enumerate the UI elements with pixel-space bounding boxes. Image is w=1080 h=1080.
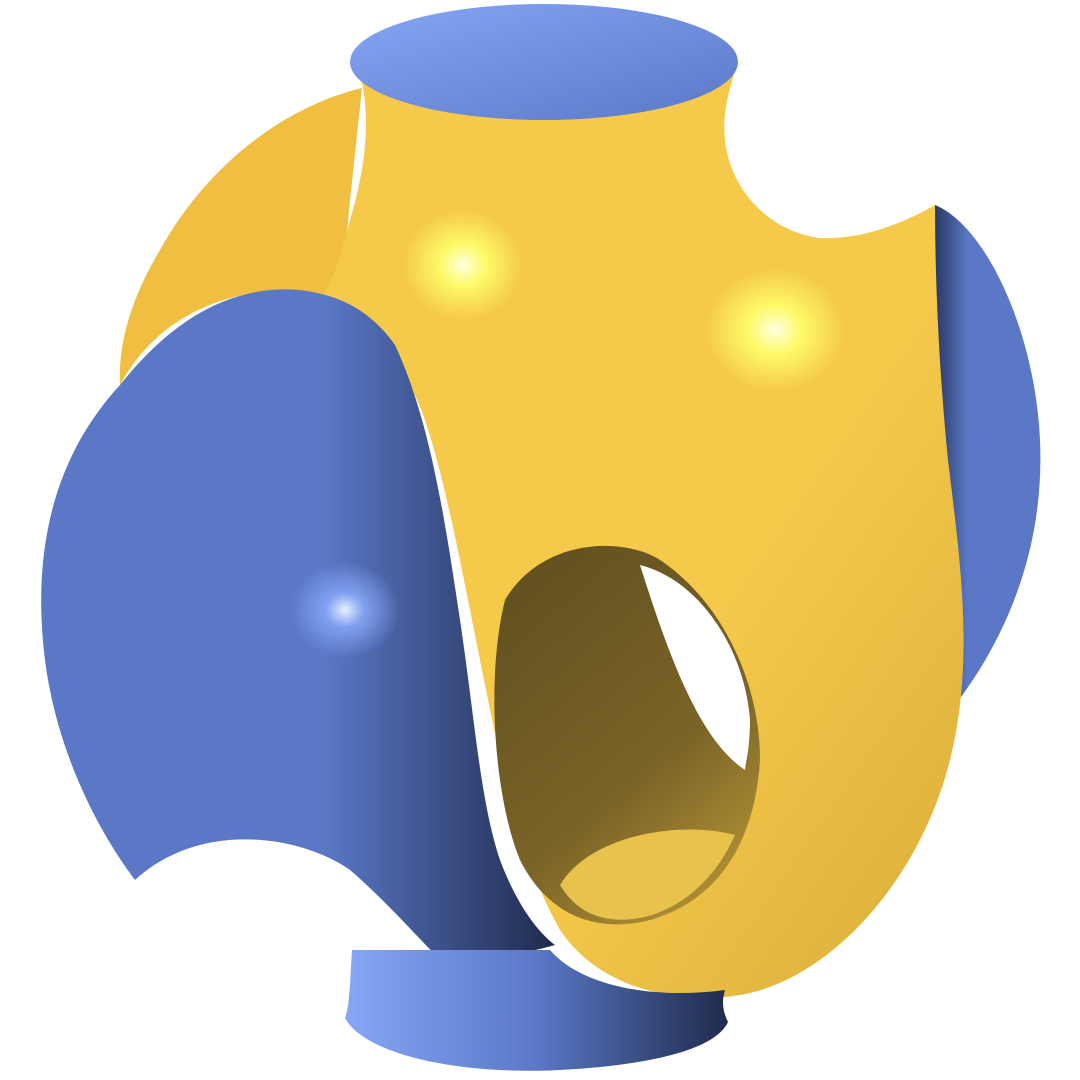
bottom-blue-cap <box>345 950 728 1071</box>
yellow-back-wing <box>119 88 362 385</box>
bottom-left-notch <box>0 844 356 1080</box>
top-blue-cap <box>350 4 738 120</box>
yellow-highlight-right <box>705 268 845 392</box>
yellow-highlight-left <box>403 210 523 320</box>
inner-tunnel-floor <box>560 829 735 920</box>
through-hole <box>640 565 750 770</box>
left-blue-highlight <box>290 562 400 658</box>
